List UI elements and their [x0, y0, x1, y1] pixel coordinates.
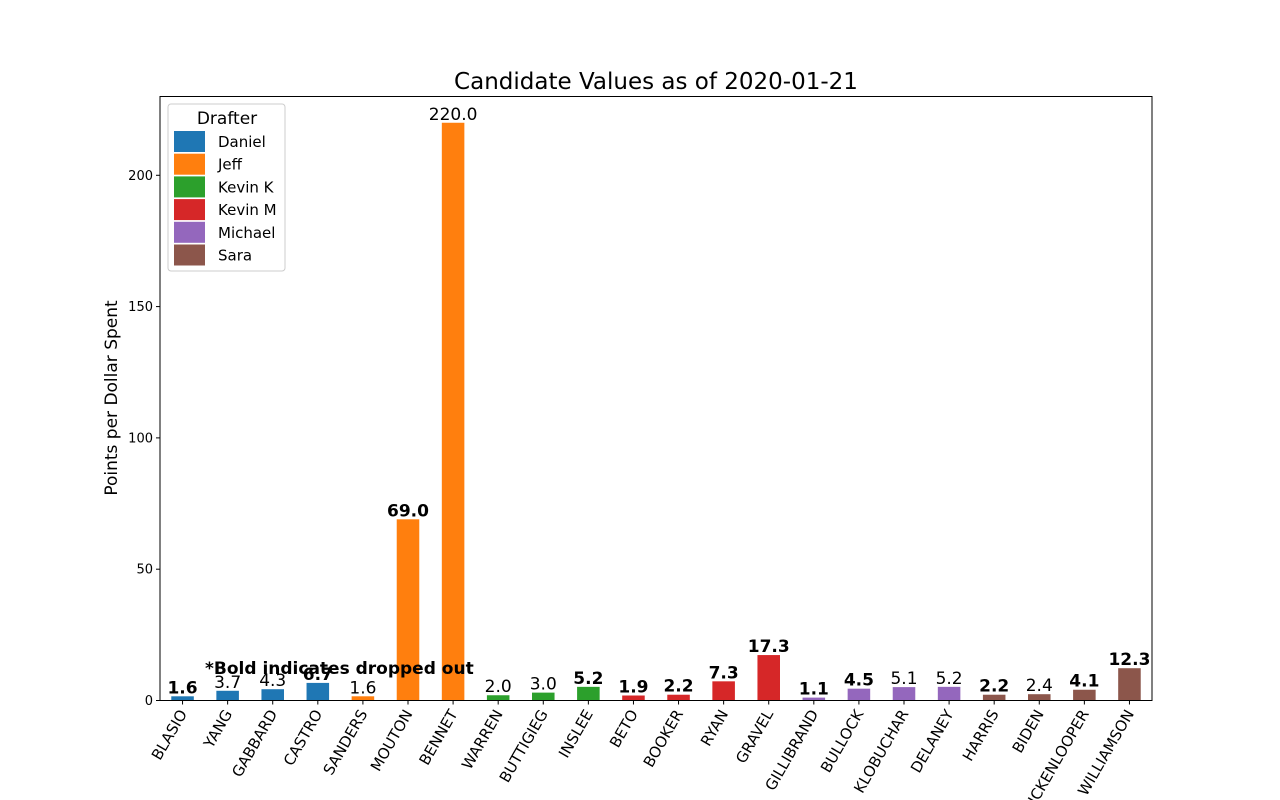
- bar-mouton: [396, 519, 420, 701]
- x-tick-label-booker: BOOKER: [640, 707, 687, 771]
- value-label-sanders: 1.6: [349, 678, 376, 698]
- bar-booker: [667, 694, 690, 701]
- bold-note-annotation: *Bold indicates dropped out: [205, 659, 474, 679]
- x-tick-label-blasio: BLASIO: [148, 707, 191, 764]
- x-tick-label-castro: CASTRO: [280, 707, 326, 769]
- bar-ryan: [712, 681, 735, 701]
- bar-yang: [216, 690, 239, 701]
- value-label-booker: 2.2: [663, 677, 693, 697]
- bar-blasio: [171, 696, 194, 701]
- value-label-buttigieg: 3.0: [530, 675, 557, 695]
- value-label-castro: 6.7: [303, 665, 333, 685]
- y-tick-label: 150: [128, 300, 153, 315]
- value-label-beto: 1.9: [618, 678, 648, 698]
- legend-swatch-michael: [174, 221, 205, 243]
- bar-buttigieg: [532, 692, 555, 701]
- plot-frame: [159, 96, 1153, 701]
- value-label-warren: 2.0: [485, 677, 512, 697]
- bar-delaney: [937, 686, 961, 701]
- x-tick-label-harris: HARRIS: [959, 707, 1003, 765]
- bar-castro: [306, 682, 330, 701]
- value-label-yang: 3.7: [214, 673, 241, 693]
- bar-warren: [486, 695, 510, 701]
- x-tick-label-bennet: BENNET: [416, 706, 462, 768]
- value-label-inslee: 5.2: [573, 669, 603, 689]
- bar-gabbard: [261, 689, 284, 701]
- x-tick-label-gravel: GRAVEL: [732, 706, 777, 767]
- y-tick-label: 50: [136, 563, 153, 578]
- x-tick-label-delaney: DELANEY: [907, 706, 958, 776]
- value-label-ryan: 7.3: [709, 663, 739, 683]
- y-tick-label: 0: [145, 694, 153, 709]
- x-tick-label-sanders: SANDERS: [320, 707, 372, 779]
- legend-swatch-kevin-k: [174, 176, 205, 198]
- x-tick-label-inslee: INSLEE: [555, 707, 597, 761]
- bar-beto: [622, 695, 645, 701]
- bar-gillibrand: [802, 697, 826, 701]
- bar-williamson: [1118, 668, 1141, 701]
- x-tick-label-gabbard: GABBARD: [228, 707, 281, 781]
- legend-label-sara: Sara: [218, 247, 252, 265]
- legend-title: Drafter: [197, 109, 257, 129]
- value-labels-layer: 1.6 3.7 4.3 6.7 1.6 69.0 220.0 2.0 3.0 5.2 1.9 2.2 7…: [167, 105, 1150, 700]
- legend-label-kevin-k: Kevin K: [218, 178, 275, 196]
- x-tick-label-mouton: MOUTON: [367, 707, 417, 775]
- value-label-hickenlooper: 4.1: [1069, 672, 1099, 692]
- bar-gravel: [757, 655, 780, 701]
- value-label-bennet: 220.0: [429, 105, 478, 125]
- value-label-gillibrand: 1.1: [799, 680, 829, 700]
- legend-label-daniel: Daniel: [218, 133, 266, 151]
- value-label-klobuchar: 5.1: [890, 669, 917, 689]
- value-label-biden: 2.4: [1026, 676, 1053, 696]
- value-label-bullock: 4.5: [844, 671, 874, 691]
- chart-title: Candidate Values as of 2020-01-21: [454, 69, 858, 95]
- legend-swatch-daniel: [174, 131, 205, 152]
- legend-label-jeff: Jeff: [217, 156, 243, 174]
- legend: Drafter Daniel Jeff Kevin K Kevin M Michael S…: [167, 103, 286, 272]
- x-tick-label-ryan: RYAN: [697, 707, 732, 750]
- bar-inslee: [577, 686, 600, 701]
- legend-swatch-kevin-m: [174, 199, 205, 221]
- y-axis: 0 50 100 150 200: [128, 169, 160, 709]
- bar-harris: [982, 694, 1006, 701]
- bar-hickenlooper: [1073, 689, 1096, 701]
- bar-bullock: [847, 688, 871, 701]
- value-label-gabbard: 4.3: [259, 671, 286, 691]
- y-tick-label: 200: [128, 169, 153, 184]
- legend-swatch-sara: [174, 244, 205, 266]
- value-label-mouton: 69.0: [387, 501, 429, 521]
- x-tick-label-yang: YANG: [199, 707, 236, 752]
- value-label-harris: 2.2: [979, 677, 1009, 697]
- bar-klobuchar: [892, 687, 916, 701]
- bars-layer: [171, 122, 1141, 701]
- bar-sanders: [351, 696, 375, 701]
- y-tick-label: 100: [128, 431, 153, 446]
- value-label-gravel: 17.3: [748, 637, 790, 657]
- y-axis-label: Points per Dollar Spent: [102, 300, 122, 496]
- bar-bennet: [441, 122, 465, 701]
- value-label-williamson: 12.3: [1108, 650, 1150, 670]
- x-tick-label-warren: WARREN: [458, 707, 507, 773]
- x-tick-label-biden: BIDEN: [1009, 707, 1048, 757]
- legend-swatch-jeff: [174, 153, 205, 175]
- x-tick-label-beto: BETO: [606, 707, 642, 751]
- value-label-blasio: 1.6: [167, 678, 197, 698]
- legend-label-michael: Michael: [218, 224, 275, 242]
- x-tick-label-bullock: BULLOCK: [817, 706, 868, 776]
- value-label-delaney: 5.2: [936, 669, 963, 689]
- legend-label-kevin-m: Kevin M: [218, 201, 277, 219]
- bar-biden: [1028, 694, 1051, 701]
